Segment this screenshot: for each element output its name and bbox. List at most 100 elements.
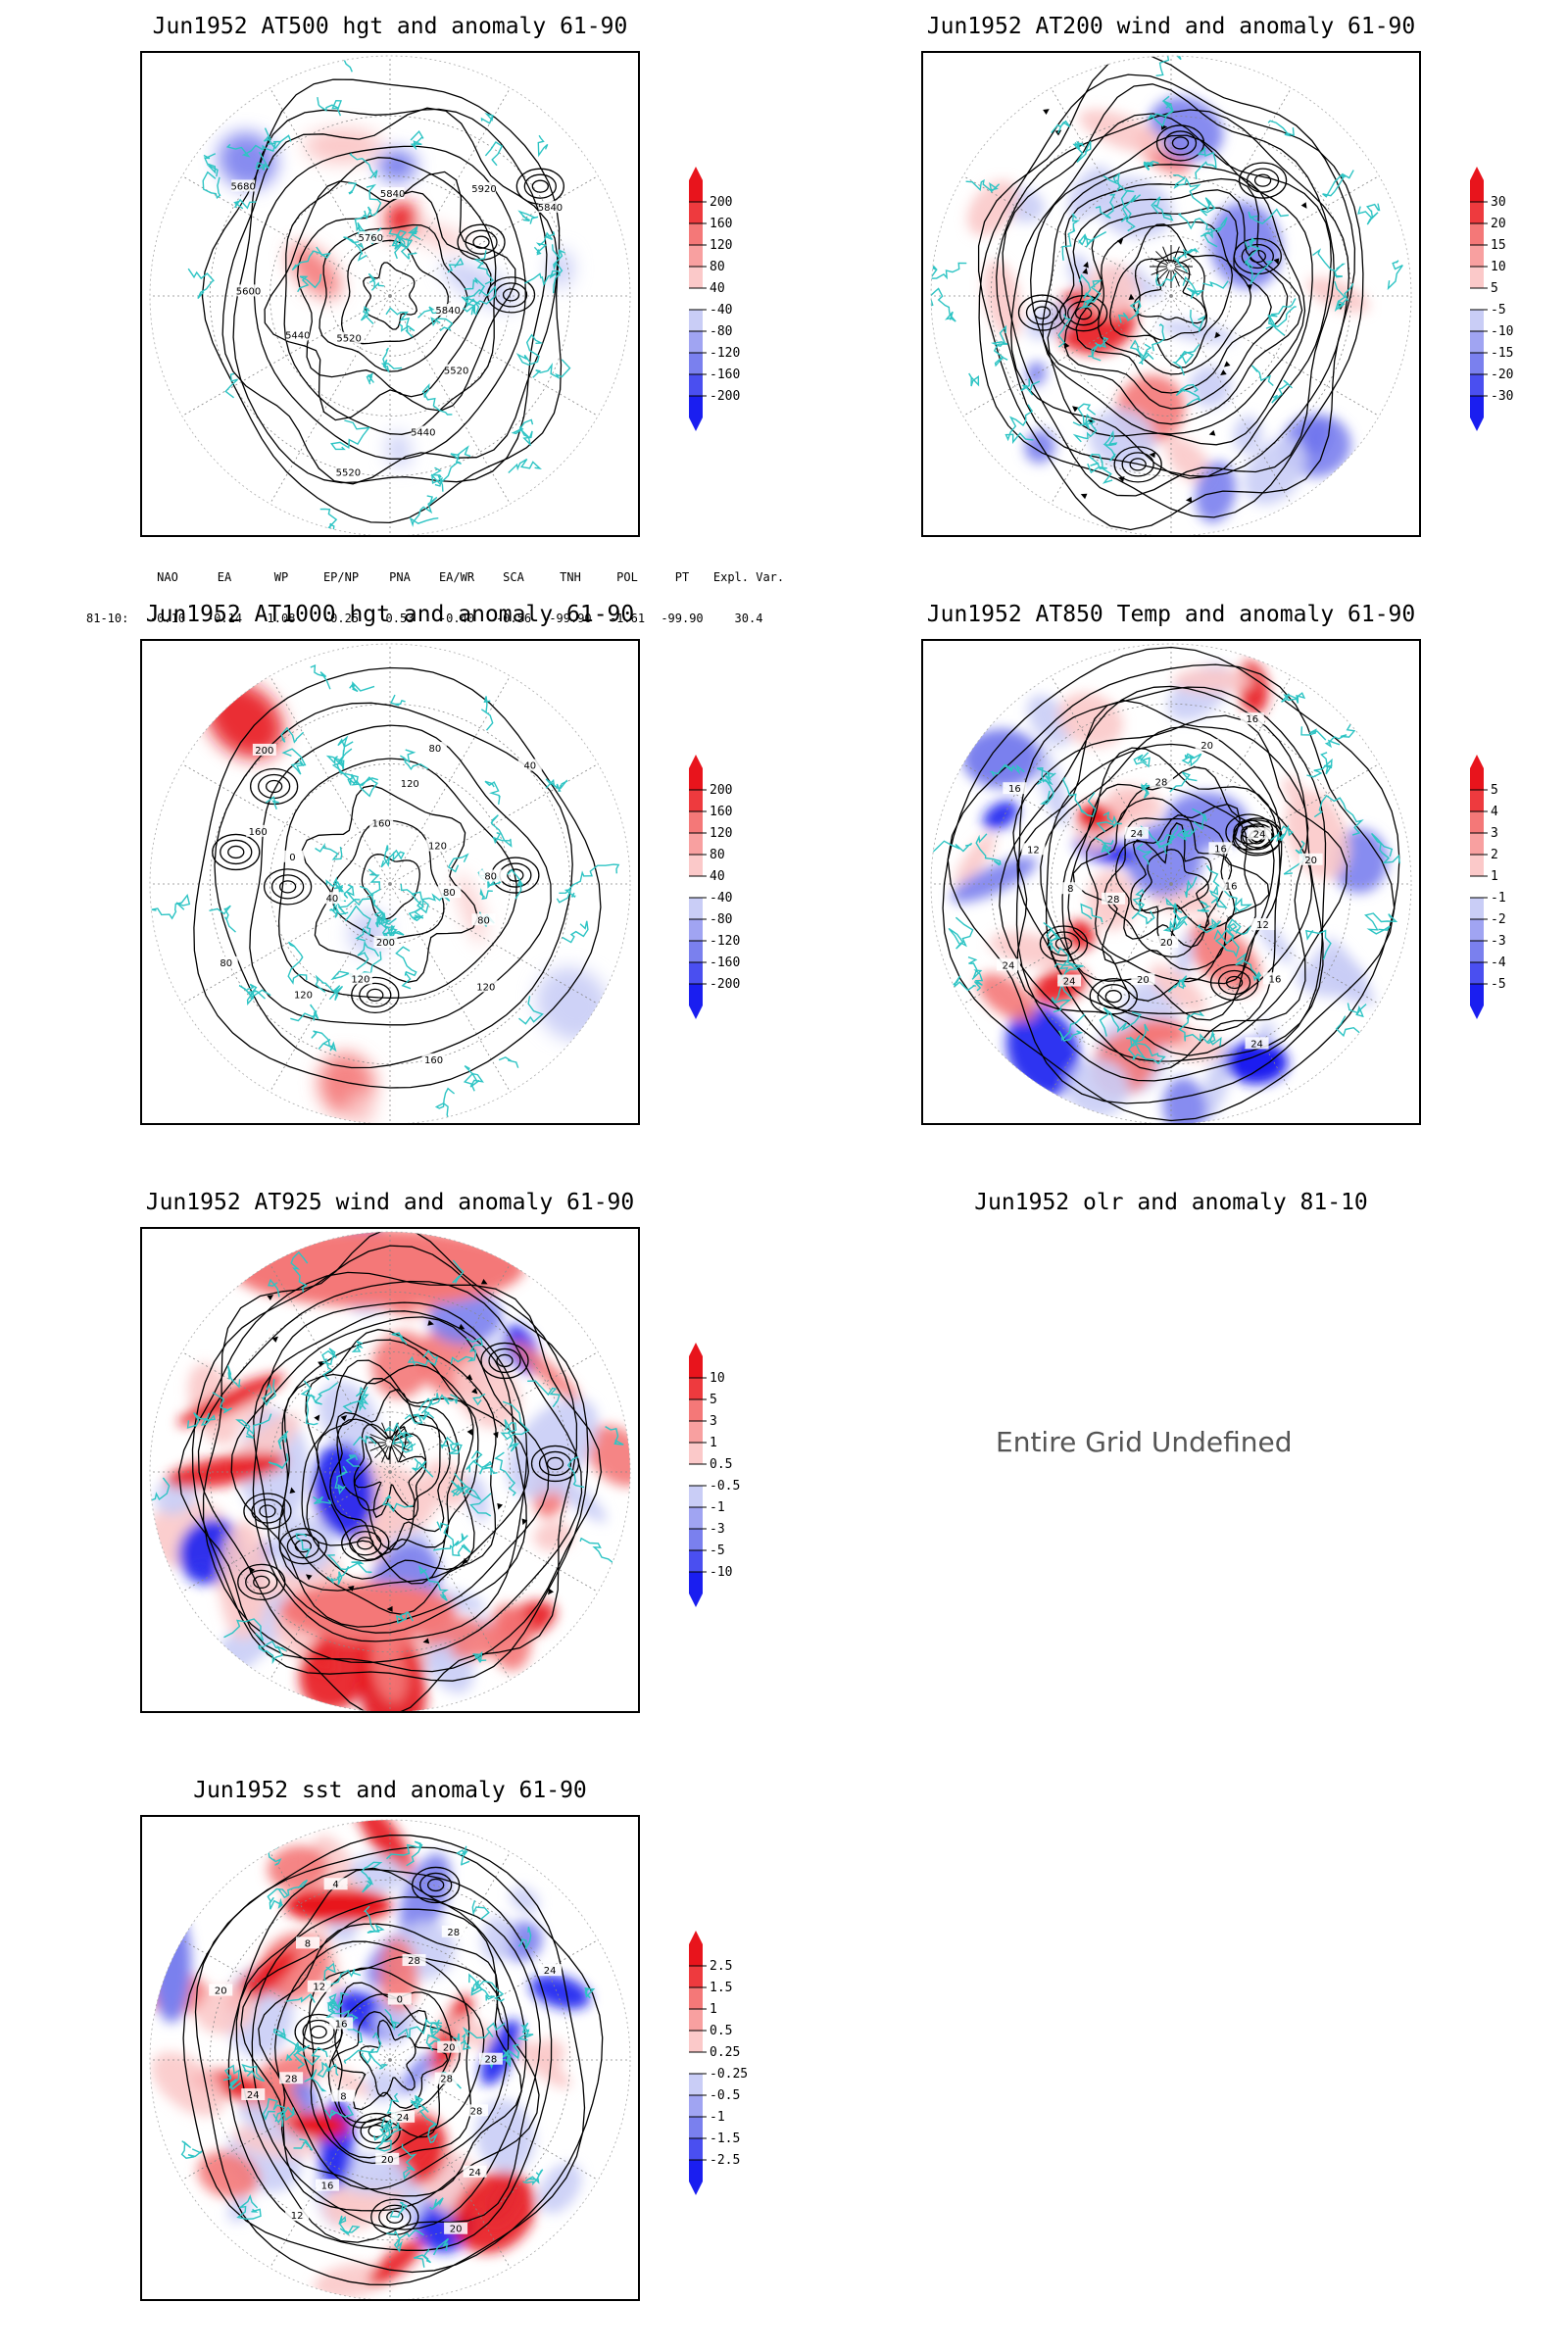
coastline xyxy=(1265,306,1297,329)
coastline xyxy=(1078,230,1107,248)
map-boundary xyxy=(149,55,631,535)
coastline xyxy=(479,1460,498,1476)
colorbar-label: 3 xyxy=(1491,826,1498,841)
contour-line xyxy=(257,773,291,800)
stream-arrow xyxy=(1116,238,1124,245)
coastline xyxy=(473,250,495,285)
coastline xyxy=(431,453,462,487)
streamline xyxy=(1108,223,1234,368)
colorbar-segment xyxy=(689,202,703,223)
contour-line xyxy=(507,868,524,882)
contour-label-bg xyxy=(1131,972,1155,985)
colorbar-segment xyxy=(1470,962,1484,984)
coastline xyxy=(235,1413,272,1439)
tele-header-3: EP/NP xyxy=(322,570,360,584)
coastline xyxy=(401,2143,417,2180)
streamline xyxy=(1163,130,1198,156)
coastline xyxy=(1235,952,1262,982)
colorbar-segment xyxy=(689,2009,703,2031)
contour-line xyxy=(1103,817,1236,958)
latitude-circle xyxy=(990,703,1352,1065)
coastline xyxy=(223,1618,265,1642)
contour-label-bg xyxy=(538,200,563,213)
coastline xyxy=(1102,174,1136,232)
tele-value-6: -0.56 xyxy=(495,612,532,625)
coastline xyxy=(470,1980,505,2002)
contour-label: 120 xyxy=(476,982,495,993)
anomaly-patch xyxy=(1025,361,1047,386)
coastline xyxy=(948,916,974,950)
coastline xyxy=(417,1394,459,1411)
coastline xyxy=(464,277,486,295)
coastline xyxy=(326,1554,372,1574)
meridian xyxy=(270,675,391,885)
coastline xyxy=(471,1899,490,1921)
coastline xyxy=(224,372,238,399)
anomaly-patch xyxy=(409,223,468,250)
coastline xyxy=(360,1861,383,1893)
contour-line xyxy=(1089,978,1138,1015)
coastline xyxy=(450,1337,483,1364)
coastline xyxy=(222,2064,242,2090)
coastline xyxy=(1051,944,1084,984)
coastline xyxy=(1248,208,1289,224)
contour-line xyxy=(531,179,549,193)
contour-label-bg xyxy=(1195,739,1219,752)
coastline xyxy=(1178,1011,1215,1044)
coastline xyxy=(545,778,568,792)
contour-line xyxy=(310,2025,327,2039)
coastline xyxy=(241,2063,266,2082)
meridian xyxy=(1170,675,1292,885)
streamline xyxy=(1171,136,1190,150)
streamline xyxy=(1241,243,1274,270)
contour-labels: 28 28 24 20 24 20 16 12 8 28 24 20 16 12 8 4 0 28 28 24 20 28 xyxy=(209,1878,563,2235)
anomaly-patch xyxy=(218,132,277,188)
coastline xyxy=(267,1887,289,1910)
contour-label-bg xyxy=(517,759,542,771)
coastline xyxy=(429,466,444,492)
streamline xyxy=(294,1540,312,1553)
contour-label: 160 xyxy=(372,818,391,829)
contours xyxy=(193,666,602,1089)
colorbar-segment xyxy=(1470,811,1484,833)
anomaly-patch xyxy=(1233,416,1262,454)
coastline xyxy=(1202,280,1229,289)
stream-arrow xyxy=(249,1566,256,1574)
coastline xyxy=(202,171,221,200)
contour-label: 5520 xyxy=(444,367,468,377)
colorbar-segment xyxy=(689,768,703,790)
streamline xyxy=(1098,220,1252,375)
coastline xyxy=(297,273,322,293)
anomaly-patch xyxy=(428,1293,503,1345)
graticule xyxy=(150,56,630,535)
contour-line xyxy=(942,646,1400,1122)
meridian xyxy=(389,87,511,297)
meridian xyxy=(270,87,391,297)
contour-line xyxy=(465,229,498,255)
coastline xyxy=(400,749,429,771)
colorbar-arrow-bottom xyxy=(1470,417,1484,431)
colorbar-label: -1 xyxy=(710,1500,725,1515)
contour-label-bg xyxy=(279,2072,304,2084)
stream-arrow xyxy=(1149,452,1155,459)
contour-label: 5600 xyxy=(236,286,261,297)
contour-line xyxy=(1242,823,1275,849)
meridian xyxy=(389,295,511,505)
contour-line xyxy=(221,107,559,485)
coastline xyxy=(517,210,539,224)
anomaly-patch xyxy=(238,2102,311,2145)
latitude-circle xyxy=(209,115,571,477)
map-boundary xyxy=(149,1231,631,1711)
colorbar: 5 4 3 2 1 -1 -2 -3 -4 -5 xyxy=(1470,755,1506,1019)
coastline xyxy=(436,1521,468,1548)
meridian xyxy=(270,295,391,505)
colorbar-arrow-top xyxy=(689,1931,703,1944)
coastline xyxy=(368,894,385,922)
coastline xyxy=(382,924,405,937)
coastline xyxy=(413,2247,431,2268)
coastline xyxy=(1177,213,1213,239)
contour-label-bg xyxy=(463,2165,487,2178)
streamline xyxy=(496,1353,514,1368)
anomaly-shading xyxy=(951,661,1389,1123)
coastline xyxy=(425,2034,443,2052)
